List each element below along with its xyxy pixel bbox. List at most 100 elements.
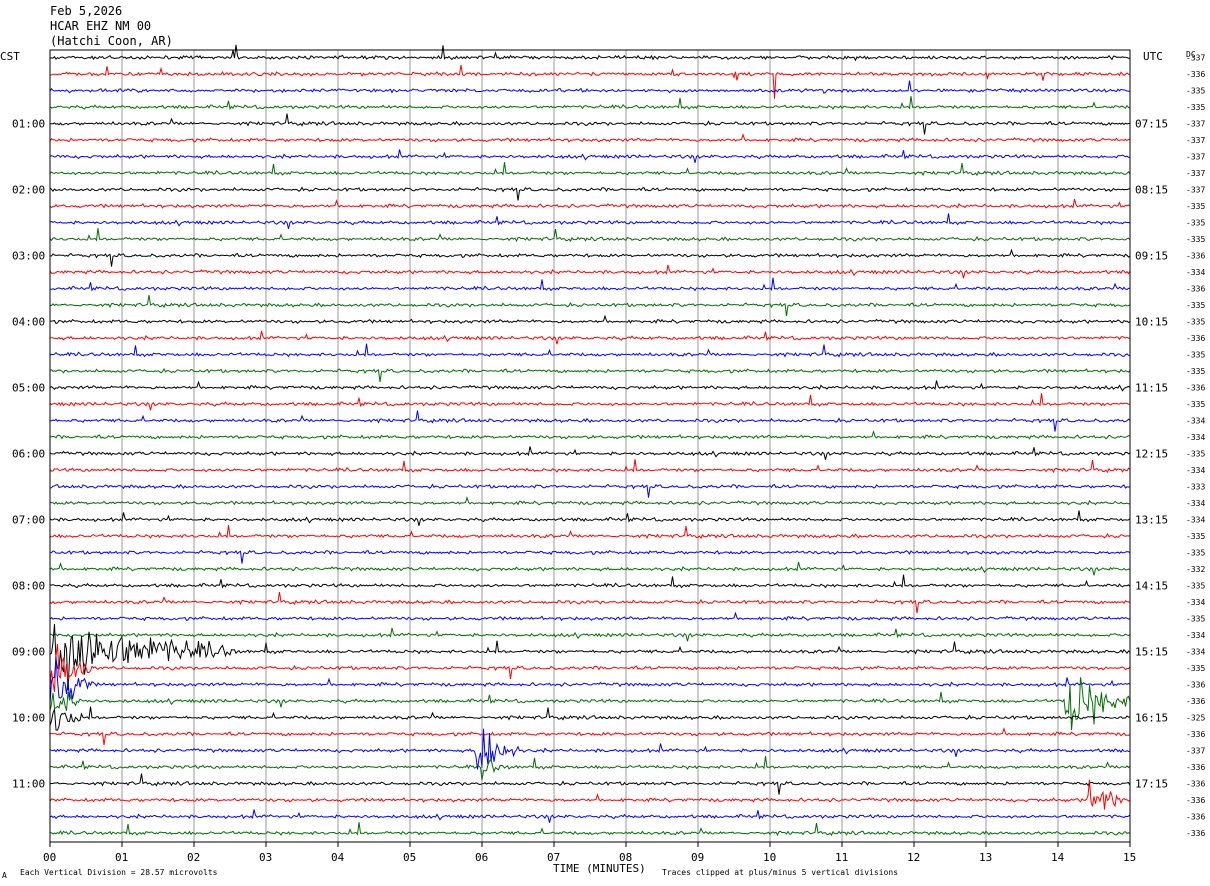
dc-offset-label: -336	[1186, 730, 1205, 739]
trace-line	[49, 314, 1131, 325]
trace-line	[49, 525, 1131, 540]
left-hour-label: 07:00	[12, 514, 45, 527]
dc-offset-label: -335	[1186, 87, 1205, 96]
trace-line	[49, 228, 1131, 243]
trace-line	[49, 446, 1131, 460]
trace-line	[49, 561, 1131, 576]
left-hour-labels: 01:00 02:00 03:00 04:00 05:00 06:00 07:00 08:00…	[12, 118, 45, 791]
trace-line	[49, 656, 1131, 705]
trace-line	[49, 809, 1131, 823]
left-hour-label: 11:00	[12, 778, 45, 791]
x-tick-label: 04	[331, 851, 345, 864]
trace-line	[49, 264, 1131, 279]
dc-offset-label: -336	[1186, 697, 1205, 706]
dc-offset-label: -335	[1186, 549, 1205, 558]
trace-line	[49, 162, 1131, 177]
dc-offset-label: -336	[1186, 70, 1205, 79]
x-tick-label: 07	[547, 851, 560, 864]
dc-offset-label: -337	[1186, 136, 1205, 145]
dc-offset-label: -335	[1186, 532, 1205, 541]
dc-offset-label: -335	[1186, 202, 1205, 211]
trace-line	[49, 756, 1131, 781]
dc-offset-label: -336	[1186, 252, 1205, 261]
right-hour-label: 17:15	[1135, 778, 1168, 791]
trace-layer	[49, 44, 1131, 837]
dc-offset-label: -334	[1186, 268, 1205, 277]
trace-line	[49, 277, 1131, 292]
x-tick-label: 02	[187, 851, 200, 864]
trace-line	[49, 627, 1131, 642]
trace-line	[49, 44, 1131, 62]
x-tick-label: 14	[1051, 851, 1065, 864]
right-hour-label: 12:15	[1135, 448, 1168, 461]
dc-offset-label: -336	[1186, 384, 1205, 393]
dc-offset-label: -334	[1186, 631, 1205, 640]
dc-offset-labels: -337 -336 -335 -335 -337 -337 -337 -337 -337 -335…	[1186, 54, 1205, 839]
x-tick-label: 09	[691, 851, 704, 864]
dc-offset-label: -337	[1186, 120, 1205, 129]
dc-offset-label: -333	[1186, 483, 1205, 492]
trace-line	[49, 213, 1131, 229]
trace-line	[49, 495, 1131, 506]
dc-offset-label: -336	[1186, 681, 1205, 690]
dc-offset-label: -335	[1186, 367, 1205, 376]
trace-line	[49, 65, 1131, 99]
trace-line	[49, 726, 1131, 746]
x-tick-label: 05	[403, 851, 416, 864]
left-hour-label: 09:00	[12, 646, 45, 659]
dc-offset-label: -335	[1186, 318, 1205, 327]
dc-offset-label: -335	[1186, 582, 1205, 591]
dc-offset-label: -336	[1186, 334, 1205, 343]
dc-offset-label: -335	[1186, 615, 1205, 624]
trace-line	[49, 510, 1131, 526]
right-hour-label: 16:15	[1135, 712, 1168, 725]
plot-frame	[49, 49, 1131, 843]
dc-offset-label: -335	[1186, 301, 1205, 310]
trace-line	[49, 393, 1131, 411]
header-location: (Hatchi Coon, AR)	[50, 34, 173, 48]
dc-offset-label: -337	[1186, 186, 1205, 195]
trace-line	[49, 367, 1131, 383]
dc-offset-label: -336	[1186, 796, 1205, 805]
dc-offset-label: -334	[1186, 417, 1205, 426]
left-hour-label: 01:00	[12, 118, 45, 131]
dc-offset-label: -336	[1186, 813, 1205, 822]
x-axis-label: TIME (MINUTES)	[553, 862, 646, 875]
trace-line	[49, 132, 1131, 143]
trace-line	[49, 483, 1131, 498]
right-hour-labels: 07:15 08:15 09:15 10:15 11:15 12:15 13:15 14:15…	[1135, 118, 1168, 791]
trace-line	[49, 295, 1131, 317]
dc-offset-label: -334	[1186, 648, 1205, 657]
dc-offset-label: -334	[1186, 516, 1205, 525]
dc-offset-label: -334	[1186, 466, 1205, 475]
corner-mark: A	[2, 871, 7, 880]
trace-line	[49, 773, 1131, 795]
left-timezone-label: CST	[0, 50, 20, 63]
trace-line	[49, 80, 1131, 95]
dc-offset-label: -336	[1186, 285, 1205, 294]
trace-line	[49, 113, 1131, 135]
header-station: HCAR EHZ NM 00	[50, 19, 152, 33]
trace-line	[49, 149, 1131, 163]
dc-offset-label: -335	[1186, 351, 1205, 360]
x-tick-label: 01	[115, 851, 128, 864]
trace-line	[49, 186, 1131, 201]
right-hour-label: 14:15	[1135, 580, 1168, 593]
dc-offset-label: -335	[1186, 400, 1205, 409]
dc-offset-label: -336	[1186, 763, 1205, 772]
trace-line	[49, 624, 1131, 691]
right-hour-label: 10:15	[1135, 316, 1168, 329]
scale-note: Each Vertical Division = 28.57 microvolt…	[20, 868, 218, 877]
dc-offset-label: -336	[1186, 780, 1205, 789]
trace-line	[49, 459, 1131, 474]
trace-line	[49, 343, 1131, 358]
minute-grid	[121, 50, 1059, 842]
dc-header: DC	[1186, 50, 1196, 59]
dc-offset-label: -337	[1186, 54, 1205, 63]
dc-offset-label: -337	[1186, 169, 1205, 178]
trace-line	[49, 410, 1131, 432]
header-date: Feb 5,2026	[50, 4, 123, 18]
left-hour-label: 03:00	[12, 250, 45, 263]
dc-offset-label: -335	[1186, 103, 1205, 112]
